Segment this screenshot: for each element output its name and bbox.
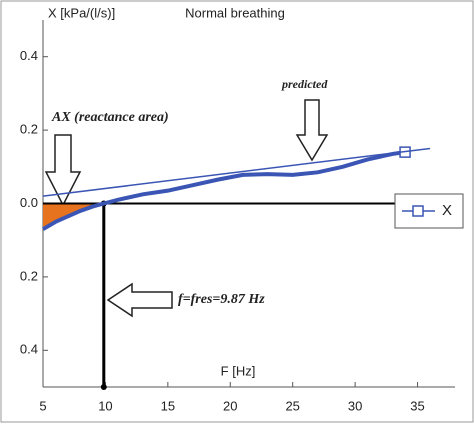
resonance-annotation: f=fres=9.87 Hz [178,292,265,307]
y-tick-label: 0.4 [20,342,38,357]
y-tick-label: 0.2 [20,122,38,137]
chart-title: Normal breathing [185,5,285,20]
x-tick-label: 15 [161,398,175,413]
y-axis-label: X [kPa/(l/s)] [48,5,115,20]
x-axis-label: F [Hz] [221,363,256,378]
series-line [42,147,431,197]
series-line [41,150,406,231]
x-tick-label: 10 [98,398,112,413]
y-tick-label: 0.2 [20,268,38,283]
predicted-annotation: predicted [281,77,328,91]
resonance-point [100,384,107,390]
reactance-area [43,203,104,230]
legend-label: X [442,202,452,219]
arrow [295,99,329,162]
y-tick-label: 0.4 [20,48,38,63]
area-annotation: AX (reactance area) [51,110,169,125]
legend-marker [412,205,424,217]
arrow [44,134,82,207]
x-tick-label: 5 [39,398,46,413]
y-tick-label: 0.0 [20,195,38,210]
x-tick-label: 30 [348,398,362,413]
arrow [106,282,173,318]
x-tick-label: 25 [285,398,299,413]
x-tick-label: 35 [410,398,424,413]
x-tick-label: 20 [223,398,237,413]
